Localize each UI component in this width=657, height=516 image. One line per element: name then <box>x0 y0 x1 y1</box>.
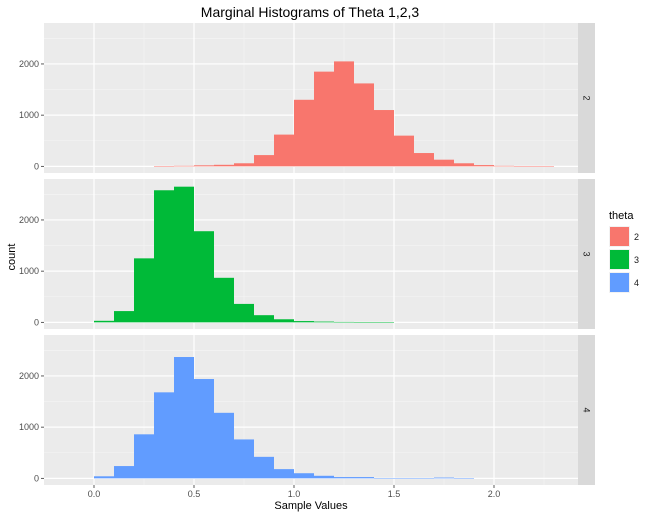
facet-panel-2: 0 1000 2000 2 <box>19 23 595 173</box>
histogram-bar <box>214 277 234 323</box>
chart-title: Marginal Histograms of Theta 1,2,3 <box>201 4 420 20</box>
histogram-bar <box>294 99 314 167</box>
histogram-bar <box>254 155 274 167</box>
histogram-bar <box>174 186 194 323</box>
facet-panels: 0 1000 2000 2 0 1000 2000 3 0 1000 2000 4 <box>19 23 595 485</box>
legend-title: theta <box>609 210 634 222</box>
histogram-bar <box>314 475 334 479</box>
histogram-bar <box>334 477 354 479</box>
legend-label-2: 2 <box>634 232 639 242</box>
histogram-bar <box>234 303 254 323</box>
histogram-bar <box>494 165 514 167</box>
histogram-bar <box>214 412 234 479</box>
histogram-bar <box>174 165 194 167</box>
facet-strip <box>578 179 595 329</box>
histogram-bar <box>374 322 394 323</box>
histogram-bar <box>254 315 274 323</box>
histogram-bar <box>214 164 234 167</box>
histogram-bar <box>394 135 414 167</box>
histogram-bar <box>174 357 194 479</box>
histogram-bar <box>434 477 454 479</box>
histogram-bar <box>334 321 354 323</box>
x-axis-title: Sample Values <box>274 500 348 512</box>
histogram-bar <box>94 320 114 323</box>
y-tick-label: 2000 <box>19 59 39 69</box>
histogram-bar <box>354 477 374 479</box>
y-tick-label: 1000 <box>19 422 39 432</box>
histogram-bar <box>254 456 274 479</box>
histogram-bar <box>194 231 214 323</box>
histogram-bar <box>454 478 474 479</box>
legend-key-3 <box>610 250 629 269</box>
x-axis-ticks: 0.0 0.5 1.0 1.5 2.0 <box>88 485 501 499</box>
histogram-bar <box>194 165 214 167</box>
y-axis-title: count <box>6 244 18 271</box>
legend-label-3: 3 <box>634 255 639 265</box>
y-tick-label: 1000 <box>19 266 39 276</box>
histogram-bar <box>354 322 374 323</box>
histogram-bar <box>154 166 174 167</box>
x-tick-label: 1.5 <box>388 489 401 499</box>
histogram-bar <box>154 392 174 479</box>
histogram-bar <box>234 163 254 167</box>
facet-strip-label: 2 <box>582 95 592 100</box>
x-tick-label: 0.5 <box>188 489 201 499</box>
histogram-bar <box>314 71 334 167</box>
histogram-bar <box>334 61 354 167</box>
histogram-bar <box>114 466 134 479</box>
histogram-bar <box>274 469 294 479</box>
y-tick-label: 0 <box>34 161 39 171</box>
histogram-bar <box>374 478 394 479</box>
x-tick-label: 0.0 <box>88 489 101 499</box>
y-tick-label: 0 <box>34 473 39 483</box>
histogram-bar <box>294 473 314 479</box>
histogram-bar <box>414 478 434 479</box>
histogram-bar <box>534 166 554 167</box>
histogram-bar <box>474 165 494 167</box>
x-tick-label: 1.0 <box>288 489 301 499</box>
panel-background <box>44 335 578 485</box>
legend: theta 2 3 4 <box>609 210 639 293</box>
facet-strip-label: 4 <box>582 407 592 412</box>
histogram-bar <box>194 379 214 479</box>
histogram-bar <box>374 110 394 167</box>
histogram-bar <box>314 321 334 323</box>
facet-panel-4: 0 1000 2000 4 <box>19 335 595 485</box>
histogram-bar <box>434 159 454 167</box>
facet-strip <box>578 23 595 173</box>
y-tick-label: 0 <box>34 317 39 327</box>
histogram-bar <box>454 163 474 167</box>
x-tick-label: 2.0 <box>488 489 501 499</box>
facet-panel-3: 0 1000 2000 3 <box>19 179 595 329</box>
histogram-bar <box>94 476 114 479</box>
y-tick-label: 1000 <box>19 110 39 120</box>
legend-key-4 <box>610 273 629 292</box>
histogram-bar <box>274 134 294 167</box>
histogram-bar <box>354 83 374 167</box>
panel-background <box>44 179 578 329</box>
histogram-bar <box>394 478 414 479</box>
histogram-bar <box>514 166 534 167</box>
histogram-bar <box>294 321 314 323</box>
histogram-bar <box>134 258 154 323</box>
y-tick-label: 2000 <box>19 215 39 225</box>
y-tick-label: 2000 <box>19 371 39 381</box>
histogram-bar <box>154 190 174 323</box>
facet-strip-label: 3 <box>582 251 592 256</box>
histogram-bar <box>114 311 134 323</box>
legend-key-2 <box>610 227 629 246</box>
histogram-bar <box>234 439 254 479</box>
histogram-bar <box>274 319 294 323</box>
legend-label-4: 4 <box>634 278 639 288</box>
facet-strip <box>578 335 595 485</box>
histogram-bar <box>134 434 154 479</box>
histogram-bar <box>414 153 434 167</box>
